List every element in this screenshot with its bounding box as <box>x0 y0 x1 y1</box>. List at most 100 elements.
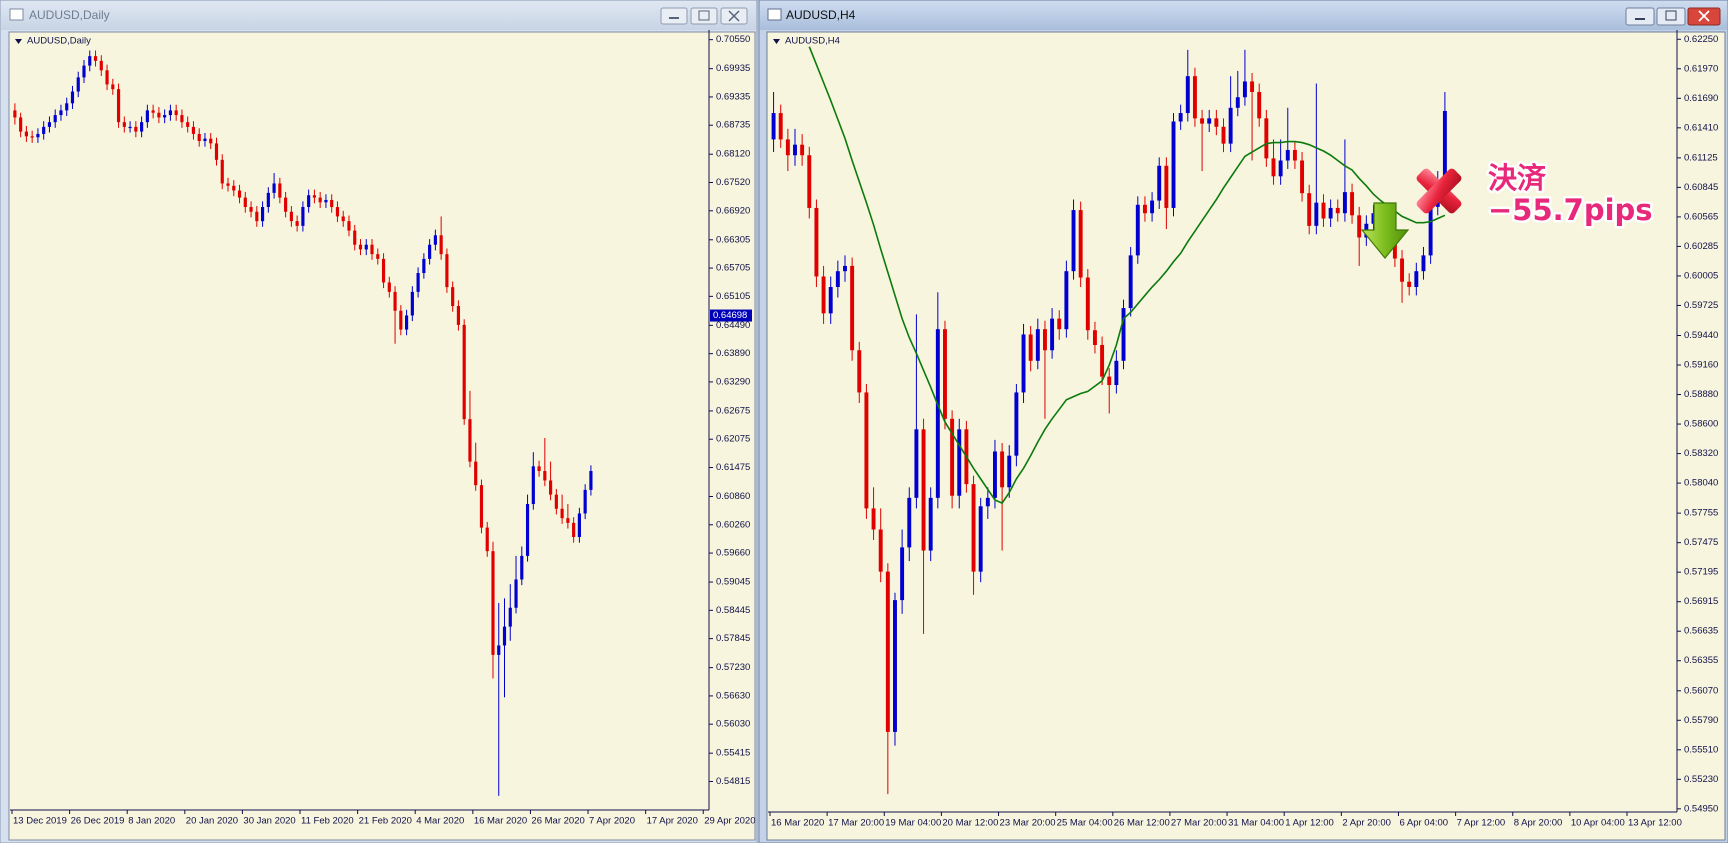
candle-body <box>1142 204 1147 214</box>
candle-body <box>785 139 790 156</box>
candle-body <box>381 258 386 283</box>
restore-button[interactable] <box>1656 7 1686 26</box>
candle-body <box>1007 455 1012 488</box>
candle-body <box>456 306 461 325</box>
y-tick-label: 0.56355 <box>1684 655 1718 666</box>
candle-body <box>1135 204 1140 256</box>
x-tick-label: 30 Jan 2020 <box>243 816 295 827</box>
candle-body <box>921 429 926 551</box>
down-arrow <box>1360 202 1410 259</box>
chart-daily: 0.70550 0.69935 0.69335 0.68735 0.68120 0.675… <box>10 30 755 827</box>
candle-body <box>1221 126 1226 144</box>
candle-body <box>168 110 172 116</box>
candle-body <box>393 291 397 311</box>
y-tick-label: 0.70550 <box>716 34 750 45</box>
candle-body <box>835 271 840 288</box>
minimize-button[interactable] <box>1625 7 1655 26</box>
candle-body <box>82 65 86 78</box>
candle-body <box>163 115 167 118</box>
candle-body <box>843 265 847 272</box>
candle-body <box>857 350 862 393</box>
x-tick-label: 7 Apr 2020 <box>589 816 635 827</box>
candle-body <box>318 197 322 203</box>
y-tick-label: 0.57475 <box>1684 537 1718 548</box>
candle-body <box>1021 334 1026 393</box>
title-bar <box>1 1 756 30</box>
candle-body <box>1071 210 1076 272</box>
y-tick-label: 0.55510 <box>1684 744 1718 755</box>
candle-body <box>428 244 432 259</box>
candle-body <box>220 159 224 184</box>
candle-body <box>330 199 334 208</box>
y-tick-label: 0.60260 <box>716 519 750 530</box>
candle-body <box>324 199 328 203</box>
candle-body <box>358 244 363 250</box>
y-tick-label: 0.61125 <box>1684 152 1718 163</box>
candle-body <box>1300 160 1305 194</box>
candle-body <box>439 235 443 255</box>
candle-body <box>1057 318 1062 330</box>
candle-body <box>1292 149 1297 161</box>
candle-body <box>1421 255 1426 272</box>
chart-label: AUDUSD,H4 <box>785 36 840 47</box>
candle-body <box>1085 277 1090 331</box>
candle-body <box>971 484 976 572</box>
y-tick-label: 0.54815 <box>716 776 750 787</box>
symbol-menu-arrow[interactable] <box>15 39 22 44</box>
candle-body <box>793 144 797 156</box>
y-tick-label: 0.58880 <box>1684 389 1718 400</box>
minimize-button[interactable] <box>660 7 688 25</box>
candle-body <box>1271 158 1276 177</box>
y-tick-label: 0.61970 <box>1684 63 1718 74</box>
candle-body <box>1264 118 1269 159</box>
candles <box>13 50 593 796</box>
x-tick-label: 17 Apr 2020 <box>647 816 698 827</box>
candle-body <box>404 315 409 330</box>
candle-body <box>502 626 507 646</box>
x-tick-label: 23 Mar 20:00 <box>1000 818 1056 829</box>
chart-area <box>8 31 756 841</box>
candle-body <box>76 77 80 92</box>
candle-body <box>376 254 380 259</box>
candle-body <box>1392 237 1397 259</box>
candle-body <box>957 429 962 496</box>
candle-body <box>821 276 826 314</box>
candle-body <box>260 207 265 222</box>
candle-body <box>410 291 414 316</box>
minimize-icon <box>1635 18 1645 20</box>
minimize-icon <box>669 17 679 19</box>
chart-area <box>766 31 1726 841</box>
candle-body <box>1078 210 1083 278</box>
candle-body <box>1428 206 1433 256</box>
x-tick-label: 21 Feb 2020 <box>359 816 412 827</box>
x-tick-label: 1 Apr 12:00 <box>1285 818 1334 829</box>
y-tick-label: 0.62250 <box>1684 34 1718 45</box>
symbol-menu-arrow[interactable] <box>773 39 780 44</box>
x-tick-label: 25 Mar 04:00 <box>1057 818 1113 829</box>
candle-body <box>174 110 178 116</box>
y-tick-label: 0.60005 <box>1684 270 1718 281</box>
candle-body <box>1157 165 1162 201</box>
title-bar <box>760 1 1727 30</box>
y-tick-label: 0.56915 <box>1684 596 1718 607</box>
y-tick-label: 0.59725 <box>1684 300 1718 311</box>
candle-body <box>93 56 98 61</box>
candle-body <box>914 429 919 498</box>
candle-body <box>543 471 547 481</box>
candle-body <box>99 60 103 71</box>
y-tick-label: 0.65105 <box>716 291 750 302</box>
x-tick-label: 11 Feb 2020 <box>301 816 354 827</box>
y-tick-label: 0.55790 <box>1684 715 1718 726</box>
candle-body <box>370 244 374 255</box>
candle-body <box>878 529 883 572</box>
restore-button[interactable] <box>690 7 718 25</box>
candle-body <box>525 504 530 556</box>
candle-body <box>111 84 115 90</box>
close-icon <box>728 10 740 22</box>
window-title: AUDUSD,H4 <box>786 8 856 22</box>
y-tick-label: 0.55415 <box>716 748 750 759</box>
candle-body <box>537 466 541 472</box>
candle-body <box>1321 202 1326 219</box>
chart-h4: 0.62250 0.61970 0.61690 0.61410 0.61125 0.608… <box>768 30 1718 829</box>
